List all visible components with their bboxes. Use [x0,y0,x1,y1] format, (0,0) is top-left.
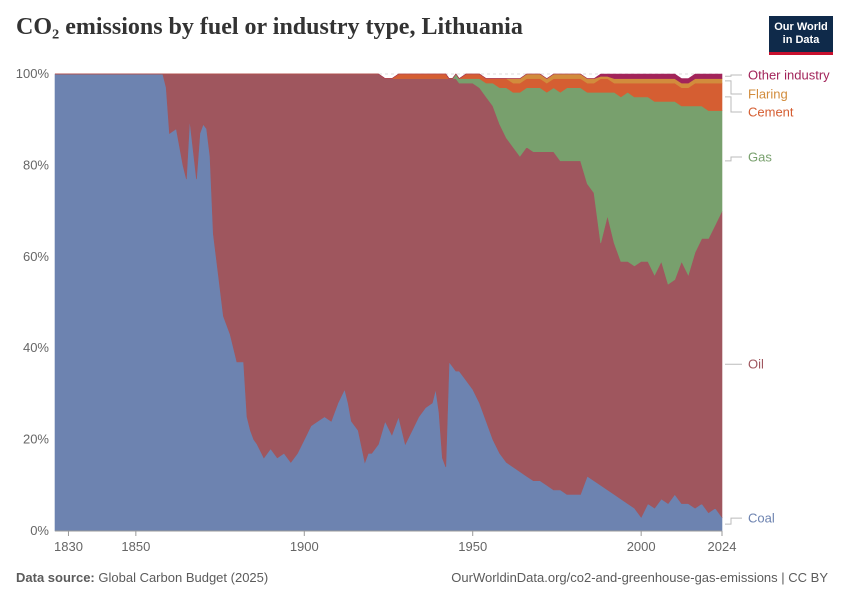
footer-url[interactable]: OurWorldinData.org/co2-and-greenhouse-ga… [451,570,828,585]
legend-connector [725,156,742,162]
y-tick-label: 0% [30,523,49,538]
y-tick-label: 20% [23,432,49,447]
legend-label-flaring: Flaring [748,87,788,102]
legend-connector [725,74,742,77]
legend-label-oil: Oil [748,357,764,372]
legend-label-other-industry: Other industry [748,68,830,83]
legend-label-coal: Coal [748,511,775,526]
y-tick-label: 100% [16,66,50,81]
owid-logo[interactable]: Our World in Data [769,16,833,55]
owid-logo-text: Our World in Data [774,21,828,46]
data-source-link[interactable]: Global Carbon Budget (2025) [98,570,269,585]
x-tick-label: 2000 [627,539,656,554]
legend: Coal Oil Gas Cement Flaring Other industry [725,68,830,526]
chart-title: CO₂ emissions by fuel or industry type, … [16,14,523,40]
x-tick-label: 1830 [54,539,83,554]
data-source-label: Data source: [16,570,95,585]
area-layer [54,73,723,532]
legend-label-gas: Gas [748,150,772,165]
y-tick-label: 80% [23,157,49,172]
x-tick-label: 1950 [458,539,487,554]
y-tick-label: 60% [23,249,49,264]
data-source: Data source: Global Carbon Budget (2025) [16,570,268,585]
legend-label-cement: Cement [748,105,794,120]
legend-connector [725,517,742,525]
x-tick-label: 2024 [708,539,737,554]
x-tick-label: 1850 [121,539,150,554]
legend-connector [725,96,742,113]
legend-connector [725,80,742,95]
y-tick-label: 40% [23,340,49,355]
area-other-industry [55,73,723,84]
x-tick-label: 1900 [290,539,319,554]
